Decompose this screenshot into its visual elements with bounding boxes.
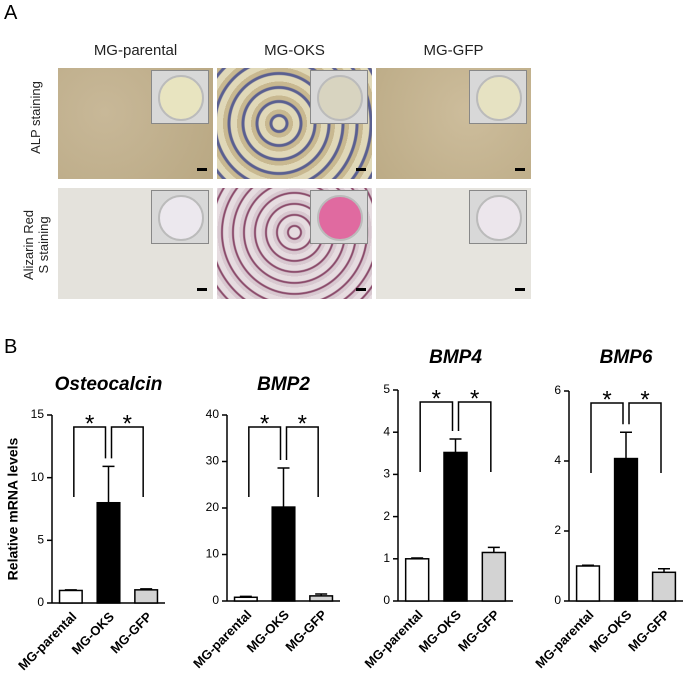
x-tick-label: MG-GFP: [107, 609, 155, 657]
y-tick-label: 2: [383, 509, 390, 523]
significance-mark: *: [602, 386, 611, 413]
bar: [404, 558, 430, 602]
significance-bracket: [419, 401, 454, 472]
x-tick-label: MG-OKS: [586, 607, 635, 656]
y-tick-label: 0: [554, 593, 561, 607]
y-tick-label: 1: [383, 551, 390, 565]
significance-mark: *: [470, 385, 479, 412]
x-tick-label: MG-OKS: [416, 607, 465, 656]
y-tick-label: 10: [206, 547, 220, 561]
error-bar: [102, 465, 115, 503]
y-tick-label: 4: [554, 453, 561, 467]
error-bar: [658, 568, 670, 573]
x-tick-label: MG-GFP: [625, 607, 673, 655]
error-bar: [239, 595, 252, 598]
chart-title: Osteocalcin: [55, 374, 163, 395]
y-tick-label: 5: [383, 382, 390, 396]
x-tick-label: MG-GFP: [282, 607, 330, 655]
significance-bracket: [457, 401, 492, 472]
bar: [443, 451, 468, 602]
bar: [651, 571, 677, 602]
y-tick-label: 3: [383, 467, 390, 481]
panel-label: A: [4, 2, 18, 24]
y-tick-label: 2: [554, 523, 561, 537]
column-label: MG-parental: [93, 42, 178, 59]
y-tick-label: 0: [212, 593, 219, 607]
bar: [271, 506, 296, 602]
significance-mark: *: [298, 410, 307, 437]
significance-bracket: [248, 426, 282, 497]
error-bar: [449, 438, 462, 453]
significance-bracket: [73, 426, 107, 497]
micrograph: [376, 188, 531, 299]
column-label: MG-GFP: [423, 42, 484, 59]
y-tick-label: 5: [37, 533, 44, 547]
column-label: MG-OKS: [264, 42, 325, 59]
y-tick-label: 10: [31, 470, 45, 484]
micrograph: [217, 188, 372, 299]
significance-bracket: [628, 402, 662, 473]
y-tick-label: 40: [206, 407, 220, 421]
significance-mark: *: [260, 410, 269, 437]
x-tick-label: MG-OKS: [244, 607, 293, 656]
panel-label: B: [4, 336, 18, 358]
chart-title: BMP4: [429, 347, 482, 368]
bar: [309, 595, 334, 602]
significance-bracket: [110, 426, 144, 497]
x-tick-label: MG-OKS: [69, 609, 118, 658]
error-bar: [64, 589, 77, 591]
y-tick-label: 0: [383, 593, 390, 607]
bar: [96, 501, 121, 604]
bar: [134, 589, 159, 604]
y-tick-label: 6: [554, 383, 561, 397]
x-tick-label: MG-parental: [15, 609, 79, 673]
bar: [575, 565, 601, 602]
y-tick-label: 0: [37, 595, 44, 609]
y-tick-label: 20: [206, 500, 220, 514]
bar: [58, 589, 83, 604]
x-tick-label: MG-GFP: [455, 607, 503, 655]
chart-title: BMP6: [600, 347, 653, 368]
y-tick-label: 15: [31, 407, 45, 421]
significance-mark: *: [640, 386, 649, 413]
error-bar: [315, 593, 328, 596]
significance-bracket: [285, 426, 319, 497]
chart-title: BMP2: [257, 374, 310, 395]
x-tick-label: MG-parental: [532, 607, 596, 671]
micrograph: [58, 188, 213, 299]
significance-mark: *: [432, 385, 441, 412]
error-bar: [620, 431, 632, 459]
x-tick-label: MG-parental: [190, 607, 254, 671]
micrograph: [217, 68, 372, 179]
y-tick-label: 30: [206, 454, 220, 468]
error-bar: [411, 557, 424, 559]
micrograph: [376, 68, 531, 179]
micrograph: [58, 68, 213, 179]
error-bar: [140, 588, 153, 590]
bar: [481, 551, 507, 602]
significance-mark: *: [85, 410, 94, 437]
x-tick-label: MG-parental: [361, 607, 425, 671]
bar: [613, 457, 639, 602]
bar: [233, 596, 258, 602]
y-tick-label: 4: [383, 424, 390, 438]
significance-mark: *: [123, 410, 132, 437]
error-bar: [277, 467, 290, 508]
error-bar: [487, 546, 500, 553]
significance-bracket: [590, 402, 624, 473]
error-bar: [582, 564, 594, 567]
y-axis-label: Relative mRNA levels: [5, 437, 21, 580]
